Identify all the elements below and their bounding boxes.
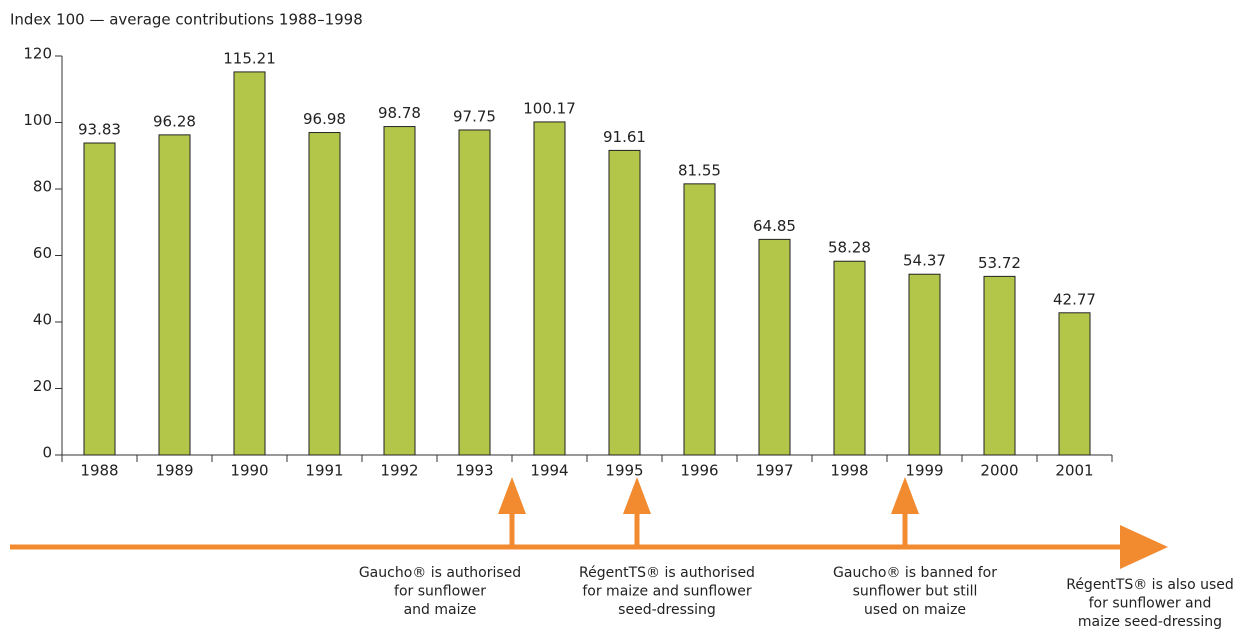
- value-label: 64.85: [753, 217, 796, 235]
- x-tick-label: 1996: [680, 462, 718, 480]
- bar: [908, 273, 941, 456]
- value-label: 58.28: [828, 239, 871, 257]
- annotation: for maize and sunflower: [582, 584, 751, 600]
- event-arrowhead: [623, 477, 651, 514]
- x-tick-label: 1990: [230, 462, 268, 480]
- bar: [833, 260, 866, 456]
- annotation: Gaucho® is banned for: [833, 565, 997, 581]
- annotation: for sunflower and: [1089, 596, 1212, 612]
- x-tick-label: 1999: [905, 462, 943, 480]
- event-arrowhead: [498, 477, 526, 514]
- value-label: 96.98: [303, 110, 346, 128]
- bar: [308, 132, 341, 456]
- x-tick-label: 2001: [1055, 462, 1093, 480]
- bar: [383, 126, 416, 456]
- bar: [158, 134, 191, 456]
- annotation: for sunflower: [394, 584, 486, 600]
- y-tick-label: 0: [42, 444, 52, 462]
- value-label: 96.28: [153, 112, 196, 130]
- annotation: RégentTS® is authorised: [579, 565, 755, 581]
- value-label: 53.72: [978, 254, 1021, 272]
- x-tick-label: 1988: [80, 462, 118, 480]
- bar: [1058, 312, 1091, 456]
- x-tick-label: 1991: [305, 462, 343, 480]
- value-label: 81.55: [678, 161, 721, 179]
- y-tick-label: 100: [23, 111, 52, 129]
- event-arrowhead: [891, 477, 919, 514]
- annotation: maize seed-dressing: [1078, 614, 1222, 630]
- x-tick-label: 1998: [830, 462, 868, 480]
- timeline-arrowhead: [1120, 525, 1168, 569]
- x-tick-label: 1995: [605, 462, 643, 480]
- annotation: seed-dressing: [618, 602, 716, 618]
- value-label: 93.83: [78, 121, 121, 139]
- annotation: RégentTS® is also used: [1066, 577, 1234, 593]
- bar: [983, 275, 1016, 456]
- bar: [608, 149, 641, 456]
- value-label: 98.78: [378, 104, 421, 122]
- x-tick-label: 1994: [530, 462, 568, 480]
- value-label: 54.37: [903, 252, 946, 270]
- bar: [758, 238, 791, 456]
- x-tick-label: 1993: [455, 462, 493, 480]
- value-label: 115.21: [223, 49, 276, 67]
- value-label: 42.77: [1053, 290, 1096, 308]
- y-tick-label: 80: [33, 178, 52, 196]
- x-tick-label: 1992: [380, 462, 418, 480]
- annotation: Gaucho® is authorised: [359, 565, 521, 581]
- bar: [458, 129, 491, 456]
- y-axis-label: Index 100 — average contributions 1988–1…: [10, 11, 363, 29]
- x-tick-label: 1989: [155, 462, 193, 480]
- value-label: 91.61: [603, 128, 646, 146]
- y-tick-label: 120: [23, 45, 52, 63]
- timeline: [10, 477, 1168, 569]
- bar: [683, 183, 716, 456]
- annotation: used on maize: [864, 602, 966, 618]
- y-tick-label: 20: [33, 377, 52, 395]
- x-tick-label: 1997: [755, 462, 793, 480]
- annotation: and maize: [404, 602, 477, 618]
- value-label: 100.17: [523, 99, 576, 117]
- y-tick-label: 40: [33, 311, 52, 329]
- bar: [233, 71, 266, 456]
- annotations: Gaucho® is authorised for sunflower and ma…: [359, 565, 1234, 630]
- y-tick-label: 60: [33, 244, 52, 262]
- value-label: 97.75: [453, 107, 496, 125]
- bar: [83, 142, 116, 456]
- bar: [533, 121, 566, 456]
- x-tick-label: 2000: [980, 462, 1018, 480]
- annotation: sunflower but still: [853, 584, 978, 600]
